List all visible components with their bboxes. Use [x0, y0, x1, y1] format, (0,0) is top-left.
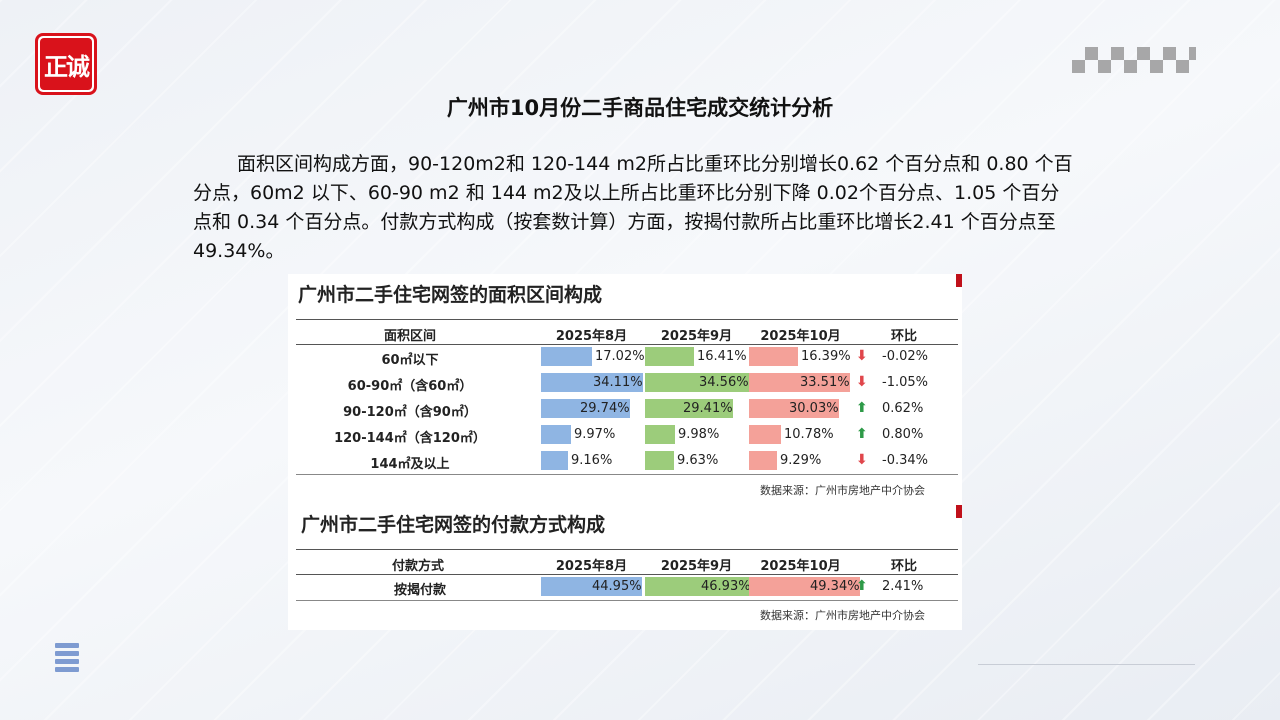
table1-change-value: 0.62%: [882, 401, 924, 416]
table1-row-label: 120-144㎡（含120㎡）: [334, 431, 486, 446]
table2-row-label: 按揭付款: [393, 583, 446, 598]
table1-change-value: 0.80%: [882, 427, 924, 442]
table1-value-aug: 17.02%: [595, 349, 645, 364]
table2-bar-aug: [541, 577, 642, 596]
table-figure: 广州市二手住宅网签的面积区间构成 面积区间 2025年8月 2025年9月 20…: [288, 274, 962, 630]
table1-value-sep: 34.56%: [699, 375, 749, 390]
table1-bar-sep: [645, 347, 694, 366]
table1-change-value: -1.05%: [882, 375, 928, 390]
table1-bar-oct: [749, 451, 777, 470]
table1-header-aug: 2025年8月: [555, 329, 628, 344]
table1-bar-sep: [645, 425, 675, 444]
table1-value-aug: 34.11%: [593, 375, 643, 390]
table1-header-sep: 2025年9月: [660, 329, 733, 344]
table1-value-sep: 9.63%: [677, 453, 719, 468]
table1-value-sep: 9.98%: [678, 427, 720, 442]
hamburger-menu-icon[interactable]: [55, 643, 79, 672]
table1-value-sep: 16.41%: [697, 349, 747, 364]
table2-header-rule: [296, 574, 958, 575]
table2-bar-oct: [749, 577, 860, 596]
table2-header-sep: 2025年9月: [660, 559, 733, 574]
table1-value-aug: 9.97%: [574, 427, 616, 442]
table1-bar-aug: [541, 347, 592, 366]
table1-bar-aug: [541, 373, 643, 392]
table1-value-oct: 16.39%: [801, 349, 851, 364]
footer-divider: [978, 664, 1195, 665]
table1-bar-aug: [541, 399, 630, 418]
table1-bar-oct: [749, 373, 850, 392]
table2-value-oct: 49.34%: [810, 579, 860, 594]
table2-source: 数据来源：广州市房地产中介协会: [760, 609, 925, 622]
table2-header-method: 付款方式: [391, 559, 444, 574]
logo-mark: 正诚: [40, 38, 92, 90]
table1-top-rule: [296, 319, 958, 320]
company-logo: 正诚: [35, 33, 97, 95]
up-arrow-icon: ⬆: [856, 426, 868, 442]
table1-change-value: -0.02%: [882, 349, 928, 364]
table1-value-oct: 33.51%: [800, 375, 850, 390]
up-arrow-icon: ⬆: [856, 400, 868, 416]
table1-row-label: 60㎡以下: [381, 353, 439, 368]
table1-value-aug: 29.74%: [580, 401, 630, 416]
table1-bar-oct: [749, 425, 781, 444]
table2-title: 广州市二手住宅网签的付款方式构成: [301, 514, 606, 536]
table1-value-oct: 9.29%: [780, 453, 822, 468]
body-paragraph: 面积区间构成方面，90-120m2和 120-144 m2所占比重环比分别增长0…: [193, 153, 1073, 262]
table1-row-label: 144㎡及以上: [370, 457, 450, 472]
table1-source: 数据来源：广州市房地产中介协会: [760, 484, 925, 497]
table1-row-label: 90-120㎡（含90㎡）: [343, 405, 477, 420]
table1-header-range: 面积区间: [383, 329, 436, 344]
table1-row-label: 60-90㎡（含60㎡）: [347, 379, 473, 394]
table1-bottom-rule: [296, 474, 958, 475]
table1-bar-sep: [645, 451, 674, 470]
table1-change-value: -0.34%: [882, 453, 928, 468]
table1-value-oct: 10.78%: [784, 427, 834, 442]
table1-header-change: 环比: [890, 329, 917, 344]
table1-value-oct: 30.03%: [789, 401, 839, 416]
table1-bar-oct: [749, 347, 798, 366]
table1-value-aug: 9.16%: [571, 453, 613, 468]
table2-header-aug: 2025年8月: [555, 559, 628, 574]
table1-value-sep: 29.41%: [683, 401, 733, 416]
table2-bar-sep: [645, 577, 751, 596]
table2-value-sep: 46.93%: [701, 579, 751, 594]
table2-top-rule: [296, 549, 958, 550]
up-arrow-icon: ⬆: [856, 578, 868, 594]
table1-bar-sep: [645, 399, 733, 418]
table2-header-change: 环比: [890, 559, 917, 574]
table2-change-value: 2.41%: [882, 579, 924, 594]
table2-header-oct: 2025年10月: [760, 559, 841, 574]
table1-bar-aug: [541, 451, 568, 470]
table1-bar-oct: [749, 399, 839, 418]
down-arrow-icon: ⬇: [856, 374, 868, 390]
table1-bar-aug: [541, 425, 571, 444]
red-corner-mark: [956, 505, 962, 518]
table1-header-rule: [296, 344, 958, 345]
table1-bar-sep: [645, 373, 749, 392]
table1-header-oct: 2025年10月: [760, 329, 841, 344]
down-arrow-icon: ⬇: [856, 348, 868, 364]
checker-decoration: [1072, 47, 1196, 73]
table1-title: 广州市二手住宅网签的面积区间构成: [298, 284, 603, 306]
table2-bottom-rule: [296, 600, 958, 601]
table2-value-aug: 44.95%: [592, 579, 642, 594]
red-corner-mark: [956, 274, 962, 287]
page-title: 广州市10月份二手商品住宅成交统计分析: [446, 96, 834, 120]
down-arrow-icon: ⬇: [856, 452, 868, 468]
